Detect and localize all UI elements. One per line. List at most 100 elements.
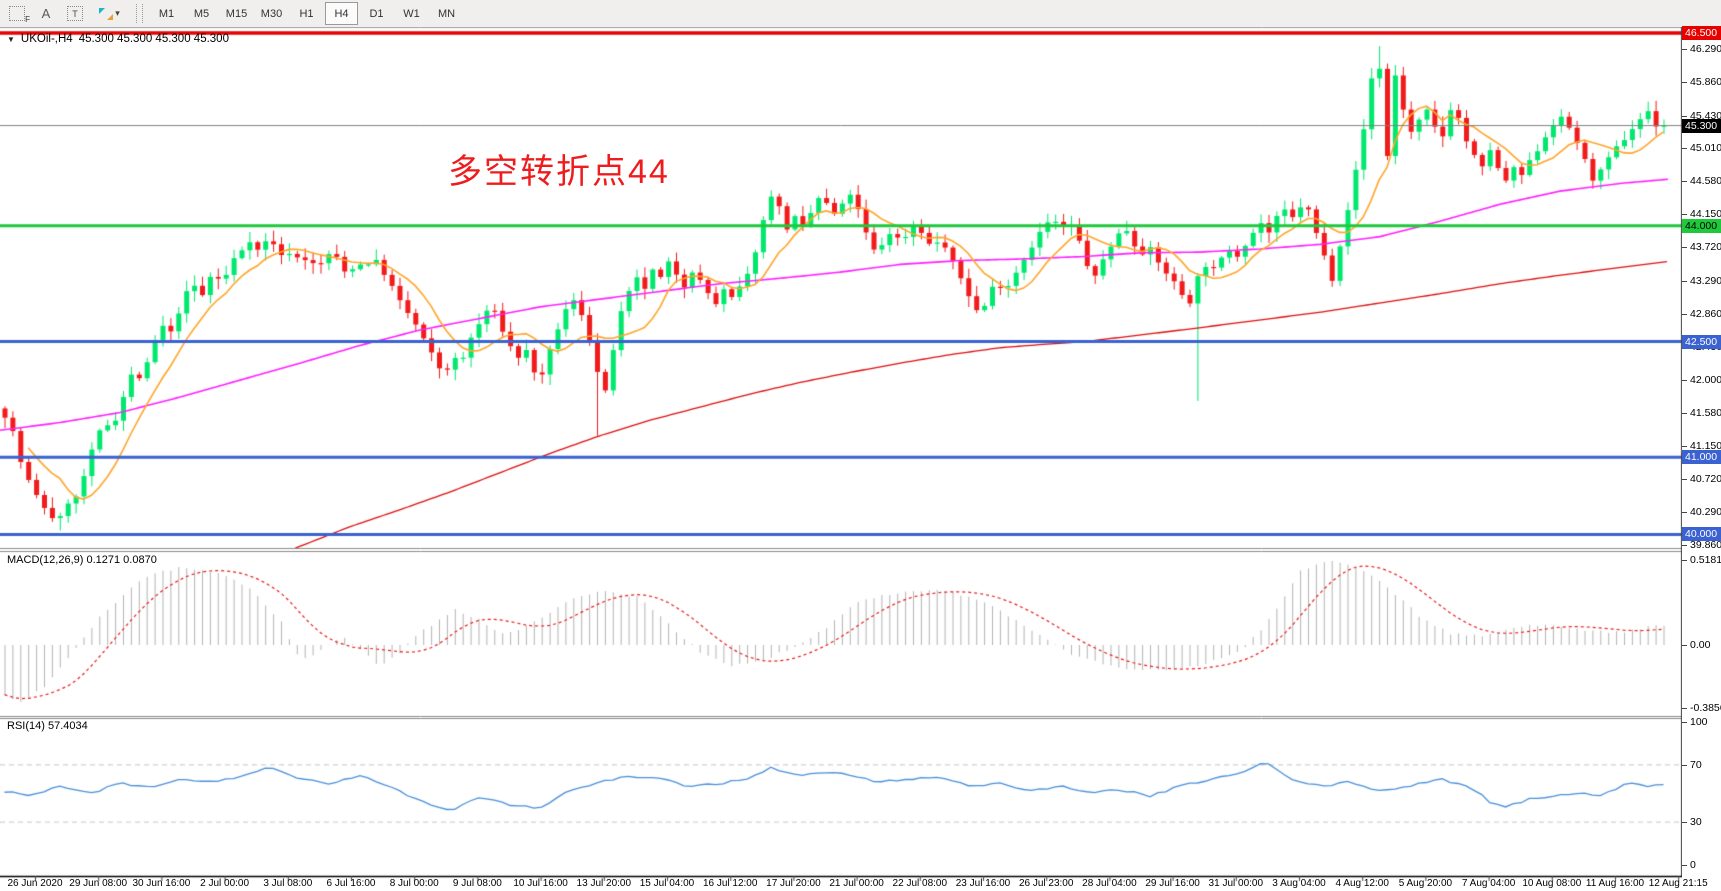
price-tick-label: 41.580 <box>1690 406 1721 419</box>
rsi-tick-label: 100 <box>1690 716 1708 728</box>
time-axis-label: 10 Aug 08:00 <box>1522 878 1582 889</box>
rsi-tick-label: 0 <box>1690 859 1696 871</box>
time-axis-label: 13 Jul 20:00 <box>576 878 632 889</box>
macd-tick-mark <box>1682 708 1687 710</box>
timeframe-button-m1[interactable]: M1 <box>158 7 175 20</box>
time-axis-label: 15 Jul 04:00 <box>639 878 695 889</box>
price-tick-mark <box>1682 214 1687 216</box>
time-axis-label: 12 Aug 21:15 <box>1648 878 1708 889</box>
symbol-dropdown-icon[interactable]: ▼ <box>7 34 15 44</box>
text-label-icon[interactable]: A <box>34 3 58 24</box>
time-axis-label: 26 Jul 23:00 <box>1018 878 1074 889</box>
timeframe-button-w1[interactable]: W1 <box>403 7 420 20</box>
chart-shift-icon[interactable]: F <box>5 3 30 24</box>
price-tick-mark <box>1682 280 1687 282</box>
price-tick-label: 42.860 <box>1690 307 1721 320</box>
price-level-badge-42.500: 42.500 <box>1682 334 1721 349</box>
price-tick-mark <box>1682 49 1687 51</box>
time-axis-label: 7 Aug 04:00 <box>1461 878 1516 889</box>
time-axis-label: 6 Jul 16:00 <box>326 878 376 889</box>
price-tick-label: 45.010 <box>1690 141 1721 154</box>
time-axis-label: 4 Aug 12:00 <box>1335 878 1389 889</box>
arrow-tools-icon[interactable]: ▾ <box>92 3 126 24</box>
price-tick-mark <box>1682 147 1687 149</box>
rsi-tick-mark <box>1682 722 1687 723</box>
chart-title: ▼ UKOil-,H4 45.300 45.300 45.300 45.300 <box>7 33 229 45</box>
macd-tick-mark <box>1682 560 1687 562</box>
time-axis-label: 21 Jul 00:00 <box>829 878 884 889</box>
dropdown-caret-icon: ▾ <box>115 8 120 18</box>
macd-tick-label: -0.3856 <box>1690 702 1721 715</box>
macd-tick-label: 0.00 <box>1690 639 1711 651</box>
arrow-pair-glyph <box>98 7 114 21</box>
time-axis-label: 11 Aug 16:00 <box>1585 878 1645 889</box>
timeframe-button-mn[interactable]: MN <box>437 7 456 20</box>
price-tick-label: 46.290 <box>1690 43 1721 56</box>
time-axis-label: 8 Jul 00:00 <box>389 878 439 889</box>
text-box-icon[interactable]: T <box>63 3 87 24</box>
text-label-glyph: A <box>41 6 51 21</box>
price-tick-label: 45.430 <box>1690 109 1721 122</box>
price-level-badge-44.000: 44.000 <box>1682 218 1721 233</box>
symbol-period-label: UKOil-,H4 <box>20 33 73 45</box>
timeframe-button-group: M1 M5 M15 M30 H1 H4 D1 W1 MN <box>149 2 464 25</box>
chart-annotation[interactable]: 多空转折点44 <box>448 153 670 191</box>
rsi-label: RSI(14) 57.4034 <box>7 720 88 732</box>
timeframe-button-m30[interactable]: M30 <box>260 7 283 20</box>
macd-tick-label: 0.5181 <box>1690 554 1721 567</box>
toolbar-gripper[interactable] <box>136 4 143 23</box>
price-tick-mark <box>1682 247 1687 249</box>
time-axis-label: 3 Jul 08:00 <box>263 878 313 889</box>
price-tick-label: 39.860 <box>1690 539 1721 552</box>
price-tick-mark <box>1682 445 1687 447</box>
price-level-badge-45.300: 45.300 <box>1682 118 1721 133</box>
rsi-tick-label: 70 <box>1690 758 1702 771</box>
time-axis-label: 17 Jul 20:00 <box>766 878 821 889</box>
price-tick-label: 45.860 <box>1690 76 1721 89</box>
rsi-tick-mark <box>1682 764 1687 766</box>
price-tick-mark <box>1682 545 1687 547</box>
timeframe-button-m15[interactable]: M15 <box>225 7 248 20</box>
timeframe-button-h4[interactable]: H4 <box>325 2 358 25</box>
time-axis-label: 16 Jul 12:00 <box>702 878 758 889</box>
price-tick-label: 42.000 <box>1690 374 1721 387</box>
timeframe-button-h1[interactable]: H1 <box>299 7 314 20</box>
time-axis-label: 30 Jun 16:00 <box>132 878 191 889</box>
time-axis-label: 29 Jul 16:00 <box>1145 878 1200 889</box>
text-box-glyph: T <box>67 6 83 21</box>
price-level-badge-41.000: 41.000 <box>1682 450 1721 465</box>
rsi-tick-mark <box>1682 822 1687 824</box>
rsi-tick-label: 30 <box>1690 816 1702 829</box>
time-axis-label: 5 Aug 20:00 <box>1398 878 1453 889</box>
macd-tick-mark <box>1682 645 1687 646</box>
time-axis-label: 31 Jul 00:00 <box>1208 878 1264 889</box>
time-axis-label: 22 Jul 08:00 <box>892 878 948 889</box>
chart-shift-glyph: F <box>9 6 30 24</box>
price-tick-mark <box>1682 412 1687 414</box>
price-chart-canvas[interactable] <box>0 27 1682 891</box>
rsi-tick-mark <box>1682 865 1687 866</box>
price-tick-label: 40.290 <box>1690 506 1721 519</box>
price-tick-label: 44.150 <box>1690 208 1721 221</box>
price-tick-mark <box>1682 478 1687 480</box>
price-level-badge-46.500: 46.500 <box>1682 26 1721 40</box>
timeframe-button-m5[interactable]: M5 <box>193 7 210 20</box>
price-tick-mark <box>1682 82 1687 84</box>
ohlc-values: 45.300 45.300 45.300 45.300 <box>78 33 229 45</box>
timeframe-button-d1[interactable]: D1 <box>369 7 384 20</box>
price-tick-mark <box>1682 115 1687 117</box>
price-tick-label: 44.580 <box>1690 175 1721 188</box>
price-tick-label: 41.150 <box>1690 439 1721 452</box>
price-tick-label: 43.720 <box>1690 241 1721 254</box>
price-tick-mark <box>1682 313 1687 315</box>
time-axis-label: 9 Jul 08:00 <box>452 878 502 889</box>
time-axis-label: 26 Jun 2020 <box>7 878 63 889</box>
price-tick-mark <box>1682 380 1687 382</box>
price-tick-label: 40.720 <box>1690 472 1721 485</box>
time-axis-label: 29 Jun 08:00 <box>69 878 128 889</box>
time-axis-label: 23 Jul 16:00 <box>955 878 1011 889</box>
macd-label: MACD(12,26,9) 0.1271 0.0870 <box>7 554 157 566</box>
price-level-badge-40.000: 40.000 <box>1682 527 1721 542</box>
price-tick-label: 43.290 <box>1690 274 1721 287</box>
